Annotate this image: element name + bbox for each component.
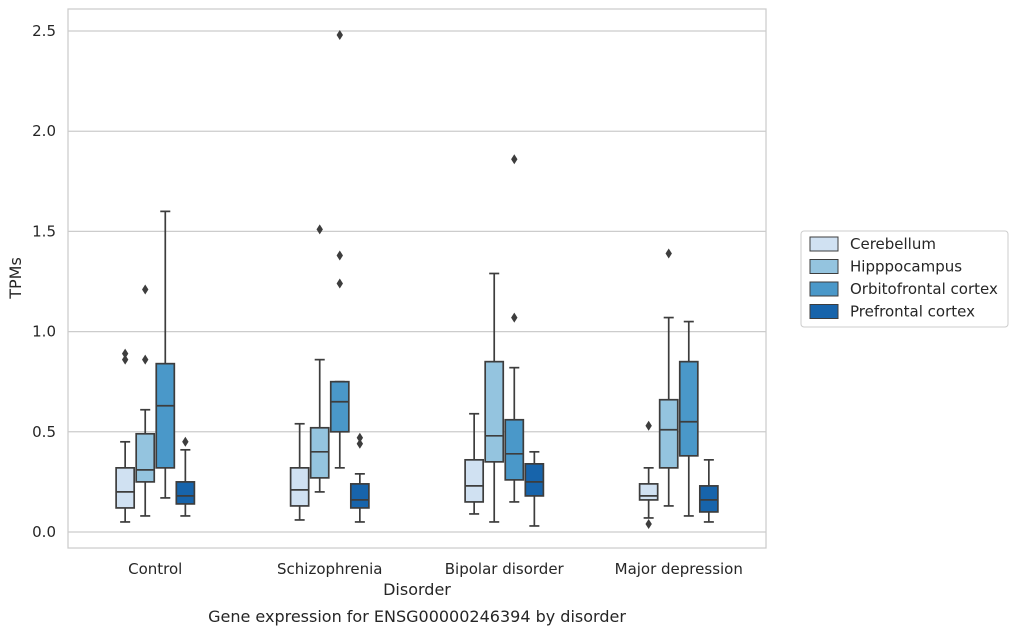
chart-caption: Gene expression for ENSG00000246394 by d… xyxy=(208,607,626,626)
box-hipppocampus-control xyxy=(135,284,156,517)
box-cerebellum-schizophrenia xyxy=(289,422,310,521)
legend: Cerebellum Hipppocampus Orbitofrontal cort… xyxy=(800,230,1009,328)
box-hipppocampus-bipolar-disorder xyxy=(484,272,505,523)
legend-swatch xyxy=(809,259,839,274)
box-body xyxy=(698,485,719,513)
legend-label: Hipppocampus xyxy=(850,258,962,276)
y-tick-label: 0.5 xyxy=(32,423,56,441)
outlier-point xyxy=(645,518,652,529)
box-body xyxy=(524,462,545,497)
outlier-point xyxy=(336,250,343,261)
box-body xyxy=(115,467,136,509)
box-prefrontal-cortex-schizophrenia xyxy=(349,432,370,523)
x-tick-label: Schizophrenia xyxy=(277,560,382,578)
x-tick-label: Major depression xyxy=(615,560,743,578)
legend-label: Orbitofrontal cortex xyxy=(850,280,998,298)
outlier-point xyxy=(665,248,672,259)
box-plot-boxes xyxy=(115,30,719,529)
outlier-point xyxy=(142,284,149,295)
legend-label: Cerebellum xyxy=(850,235,936,253)
box-hipppocampus-schizophrenia xyxy=(309,224,330,493)
outlier-point xyxy=(511,312,518,323)
box-hipppocampus-major-depression xyxy=(658,248,679,507)
x-axis-label: Disorder xyxy=(383,580,451,599)
legend-swatch xyxy=(809,281,839,297)
y-gridlines xyxy=(68,30,766,533)
box-body xyxy=(329,380,350,433)
box-orbitofrontal-cortex-major-depression xyxy=(678,320,699,517)
legend-swatch xyxy=(809,304,839,319)
box-prefrontal-cortex-major-depression xyxy=(698,458,719,523)
box-prefrontal-cortex-bipolar-disorder xyxy=(524,450,545,527)
box-body xyxy=(658,398,679,469)
outlier-point xyxy=(121,354,129,365)
outlier-point xyxy=(645,420,652,431)
y-tick-label: 2.0 xyxy=(32,122,56,140)
box-cerebellum-control xyxy=(115,348,136,523)
outlier-point xyxy=(336,30,343,41)
box-body xyxy=(135,432,156,483)
legend-label: Prefrontal cortex xyxy=(850,303,975,321)
box-body xyxy=(484,360,505,463)
box-cerebellum-bipolar-disorder xyxy=(464,412,485,515)
box-body xyxy=(175,481,196,505)
box-body xyxy=(155,362,176,469)
outlier-point xyxy=(511,154,518,165)
box-body xyxy=(504,418,525,481)
y-tick-labels: 0.0 0.5 1.0 1.5 2.0 2.5 xyxy=(32,22,56,541)
outlier-point xyxy=(121,348,129,359)
y-tick-label: 0.0 xyxy=(32,523,56,541)
legend-frame xyxy=(800,230,1009,328)
box-body xyxy=(638,483,659,501)
legend-swatch xyxy=(809,236,839,252)
y-tick-label: 2.5 xyxy=(32,22,56,40)
outlier-point xyxy=(316,224,323,235)
x-tick-label: Bipolar disorder xyxy=(445,560,565,578)
box-body xyxy=(309,426,330,479)
box-orbitofrontal-cortex-schizophrenia xyxy=(329,30,350,469)
x-tick-labels: Control Schizophrenia Bipolar disorder Majo… xyxy=(128,560,743,578)
y-tick-label: 1.5 xyxy=(32,222,56,240)
box-body xyxy=(464,458,485,503)
box-body xyxy=(678,360,699,457)
y-tick-label: 1.0 xyxy=(32,323,56,341)
box-prefrontal-cortex-control xyxy=(175,436,196,517)
outlier-point xyxy=(356,438,364,449)
x-tick-label: Control xyxy=(128,560,182,578)
box-body xyxy=(349,483,370,509)
box-orbitofrontal-cortex-control xyxy=(155,210,176,499)
plot-frame xyxy=(67,8,767,549)
box-body xyxy=(289,467,310,507)
y-axis-label: TPMs xyxy=(6,257,25,300)
outlier-point xyxy=(182,436,189,447)
box-orbitofrontal-cortex-bipolar-disorder xyxy=(504,154,525,503)
box-cerebellum-major-depression xyxy=(638,420,659,529)
outlier-point xyxy=(356,432,364,443)
outlier-point xyxy=(336,278,343,289)
outlier-point xyxy=(142,354,149,365)
